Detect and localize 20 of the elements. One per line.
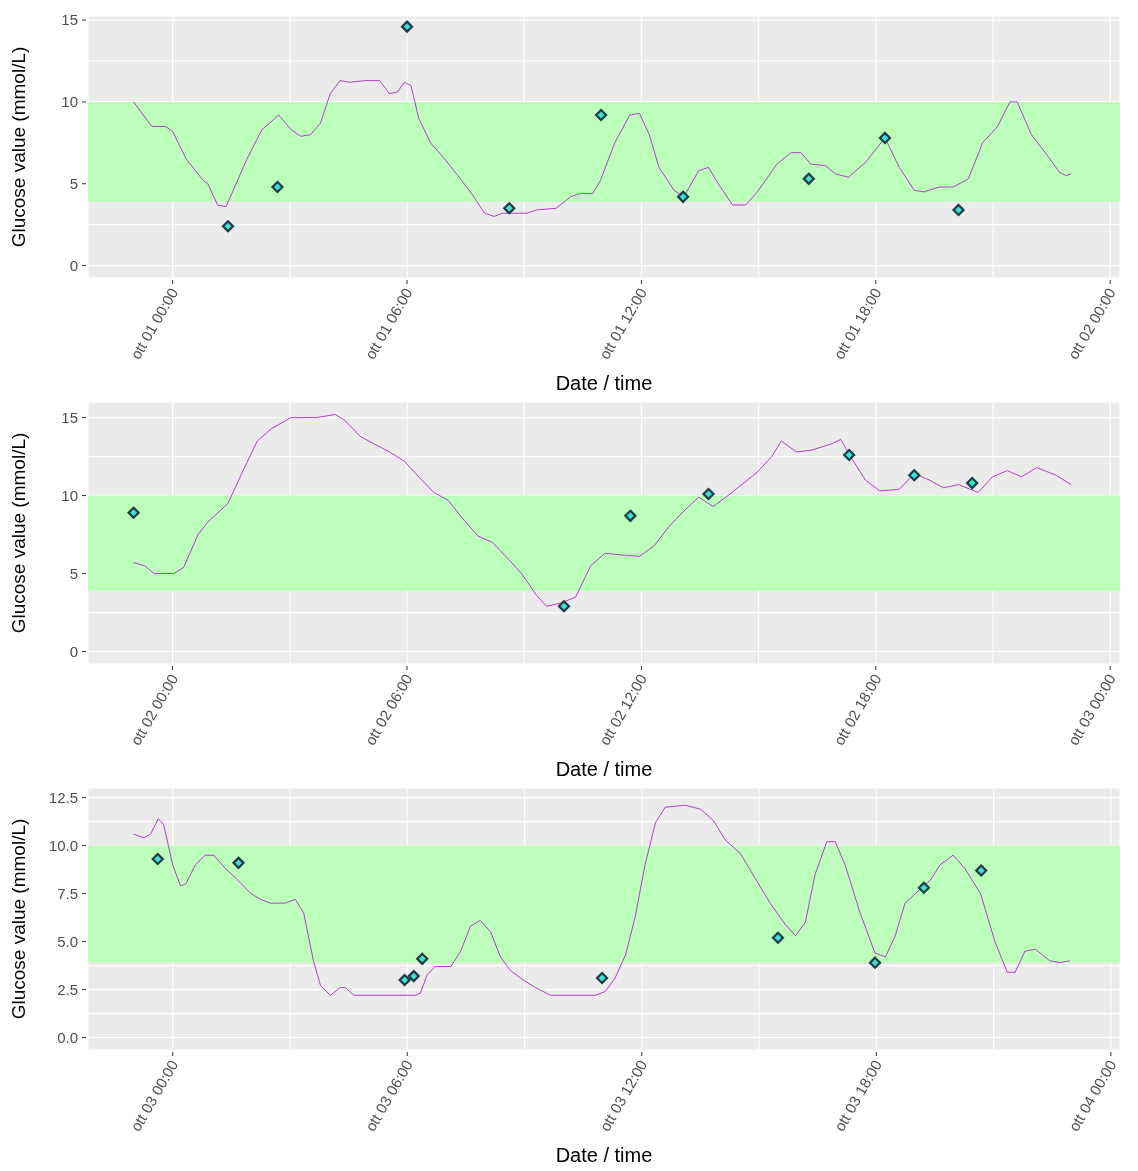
y-tick-label: 5.0 (57, 932, 78, 950)
x-axis-title: Date / time (555, 372, 653, 394)
x-axis-title: Date / time (555, 758, 653, 780)
x-axis-title: Date / time (555, 1144, 653, 1166)
y-tick-label: 2.5 (57, 980, 78, 998)
y-tick-label: 10.0 (48, 836, 78, 854)
y-tick-label: 15 (61, 11, 78, 29)
y-axis-title: Glucose value (mmol/L) (7, 818, 29, 1020)
y-tick-label: 0.0 (57, 1028, 78, 1046)
y-tick-label: 12.5 (48, 788, 78, 806)
y-tick-label: 0 (69, 256, 78, 274)
y-tick-label: 10 (61, 486, 78, 504)
y-tick-label: 10 (61, 92, 78, 110)
y-tick-label: 5 (69, 564, 78, 582)
y-tick-label: 15 (61, 408, 78, 426)
y-tick-label: 7.5 (57, 884, 78, 902)
y-axis-title: Glucose value (mmol/L) (7, 46, 29, 248)
y-axis-title: Glucose value (mmol/L) (7, 432, 29, 634)
y-tick-label: 0 (69, 642, 78, 660)
y-tick-label: 5 (69, 174, 78, 192)
